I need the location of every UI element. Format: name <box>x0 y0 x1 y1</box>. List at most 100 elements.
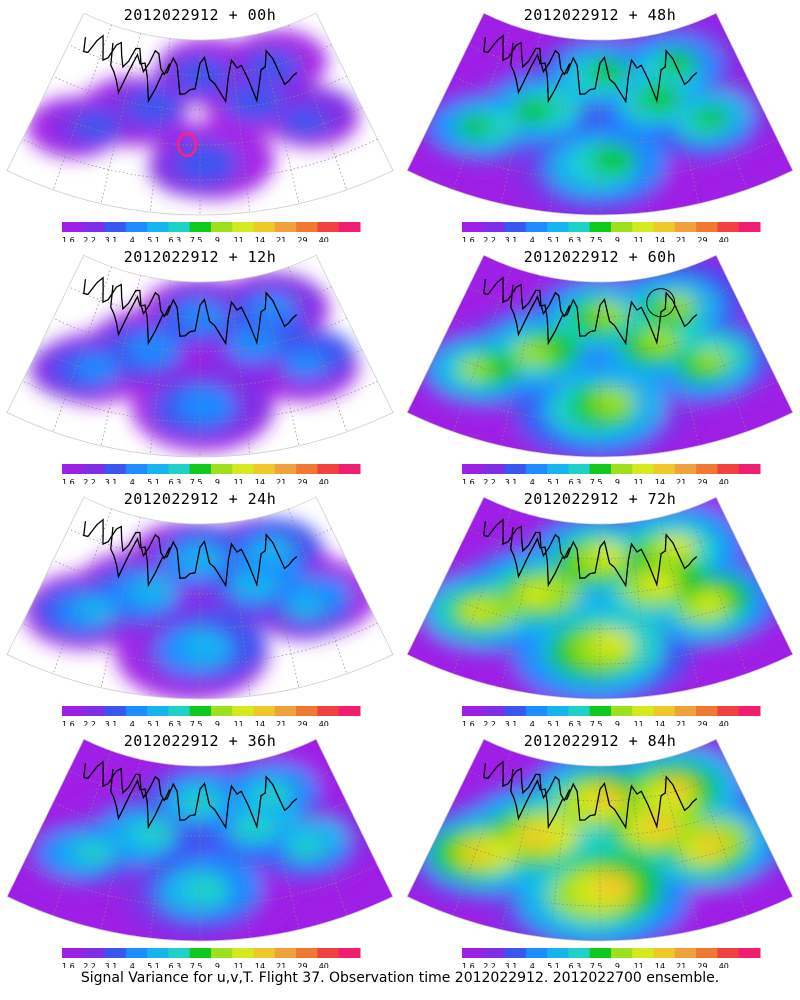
colorbar-swatch <box>189 222 212 232</box>
coastline <box>483 518 698 588</box>
variance-blob <box>181 786 223 814</box>
meridian-line <box>452 508 512 674</box>
latitude-circle <box>468 44 732 76</box>
colorbar-tick-label: 9 <box>615 236 620 242</box>
panel-title: 2012022912 + 60h <box>523 248 677 266</box>
map-frame <box>406 254 794 458</box>
map-frame <box>406 12 794 216</box>
colorbar-swatch <box>189 706 212 716</box>
colorbar-swatch <box>462 706 484 716</box>
colorbar-tick-label: 14 <box>255 962 265 968</box>
variance-blob <box>660 534 696 557</box>
colorbar-swatch <box>83 706 106 716</box>
colorbar-swatch <box>168 948 191 958</box>
colorbar-tick-label: 21 <box>676 962 686 968</box>
latitude-circle <box>68 286 332 318</box>
latitude-circle <box>468 528 732 560</box>
colorbar-swatch <box>62 464 84 474</box>
meridian-line <box>629 764 651 939</box>
latitude-circle <box>452 317 748 353</box>
colorbar-tick-label: 21 <box>676 236 686 242</box>
variance-blob <box>639 327 680 354</box>
panel-72h: 2012022912 + 72h 1.6 2.2 3.1 4 5.1 6.3 7.5 9 11 1… <box>400 484 800 726</box>
colorbar-swatch <box>568 948 591 958</box>
latitude-circle <box>52 559 348 595</box>
colorbar-swatch <box>717 948 740 958</box>
variance-blob <box>639 569 680 596</box>
latitude-circle <box>437 591 763 630</box>
panel-title: 2012022912 + 84h <box>523 732 677 750</box>
map-frame <box>6 254 394 458</box>
variance-blob <box>286 836 324 861</box>
latlon-grid <box>422 24 778 215</box>
coast-line <box>483 34 571 76</box>
colorbar-tick-label: 40 <box>719 720 729 726</box>
colorbar-tick-label: 29 <box>297 236 307 242</box>
colorbar-tick-label: 29 <box>297 962 307 968</box>
colorbar-swatch <box>547 706 569 716</box>
colorbar-swatch <box>483 222 506 232</box>
colorbar-swatch <box>168 706 191 716</box>
colorbar-swatch <box>611 948 633 958</box>
colorbar-swatch <box>632 706 655 716</box>
panel-48h: 2012022912 + 48h 1.6 2.2 3.1 4 5.1 6.3 7.5 9 11 1… <box>400 0 800 242</box>
colorbar-tick-label: 9 <box>215 962 220 968</box>
colorbar-swatch <box>211 222 233 232</box>
colorbar-swatch <box>104 948 127 958</box>
colorbar-tick-label: 9 <box>615 478 620 484</box>
colorbar-tick-label: 9 <box>615 962 620 968</box>
variance-blob <box>589 301 627 325</box>
colorbar-swatch <box>125 706 148 716</box>
map-frame <box>6 738 394 942</box>
variance-blob <box>589 58 628 84</box>
colorbar-swatch <box>525 464 548 474</box>
meridian-line <box>629 522 651 697</box>
colorbar-tick-label: 21 <box>276 236 286 242</box>
variance-blob <box>514 341 553 366</box>
coast-line <box>510 526 698 588</box>
colorbar-tick-label: 6.3 <box>568 478 581 484</box>
variance-blob <box>229 571 277 602</box>
colorbar-tick-label: 14 <box>655 720 665 726</box>
colorbar-tick-label: 7.5 <box>190 962 203 968</box>
meridian-line <box>149 764 171 939</box>
colorbar-tick-label: 6.3 <box>168 720 181 726</box>
colorbar-swatch <box>568 464 591 474</box>
colorbar-swatch <box>168 464 191 474</box>
colorbar-tick-label: 11 <box>634 720 644 726</box>
colorbar-tick-label: 21 <box>276 962 286 968</box>
colorbar-swatch <box>717 706 740 716</box>
variance-field <box>407 497 793 699</box>
latitude-circle <box>452 75 748 111</box>
coast-line <box>83 276 171 318</box>
colorbar-tick-label: 40 <box>319 720 329 726</box>
panel-12h: 2012022912 + 12h 1.6 2.2 3.1 4 5.1 6.3 7.5 9 11 1… <box>0 242 400 484</box>
colorbar-tick-label: 29 <box>697 962 707 968</box>
colorbar <box>462 706 761 716</box>
variance-blob <box>694 590 728 612</box>
colorbar-tick-label: 40 <box>719 478 729 484</box>
variance-blob <box>176 386 235 424</box>
colorbar-tick-label: 14 <box>655 962 665 968</box>
colorbar-tick-label: 4 <box>530 720 535 726</box>
colorbar-tick-label: 1.6 <box>462 720 475 726</box>
colorbar-tick-label: 14 <box>255 236 265 242</box>
colorbar-swatch <box>589 222 612 232</box>
latitude-circle <box>37 591 363 630</box>
colorbar-tick-label: 6.3 <box>168 962 181 968</box>
coast-line <box>110 42 298 104</box>
variance-blob <box>590 785 626 809</box>
variance-field <box>407 255 793 457</box>
colorbar-swatch <box>296 706 318 716</box>
map-frame <box>406 496 794 700</box>
colorbar-swatch <box>738 222 761 232</box>
colorbar-tick-label: 7.5 <box>190 236 203 242</box>
variance-blob <box>281 107 329 138</box>
panel-title: 2012022912 + 00h <box>123 6 277 24</box>
coast-line <box>110 526 298 588</box>
variance-blob <box>253 779 293 805</box>
latitude-circle <box>37 833 363 872</box>
colorbar-swatch <box>674 464 697 474</box>
coastline <box>83 518 298 588</box>
variance-blob <box>640 812 679 837</box>
